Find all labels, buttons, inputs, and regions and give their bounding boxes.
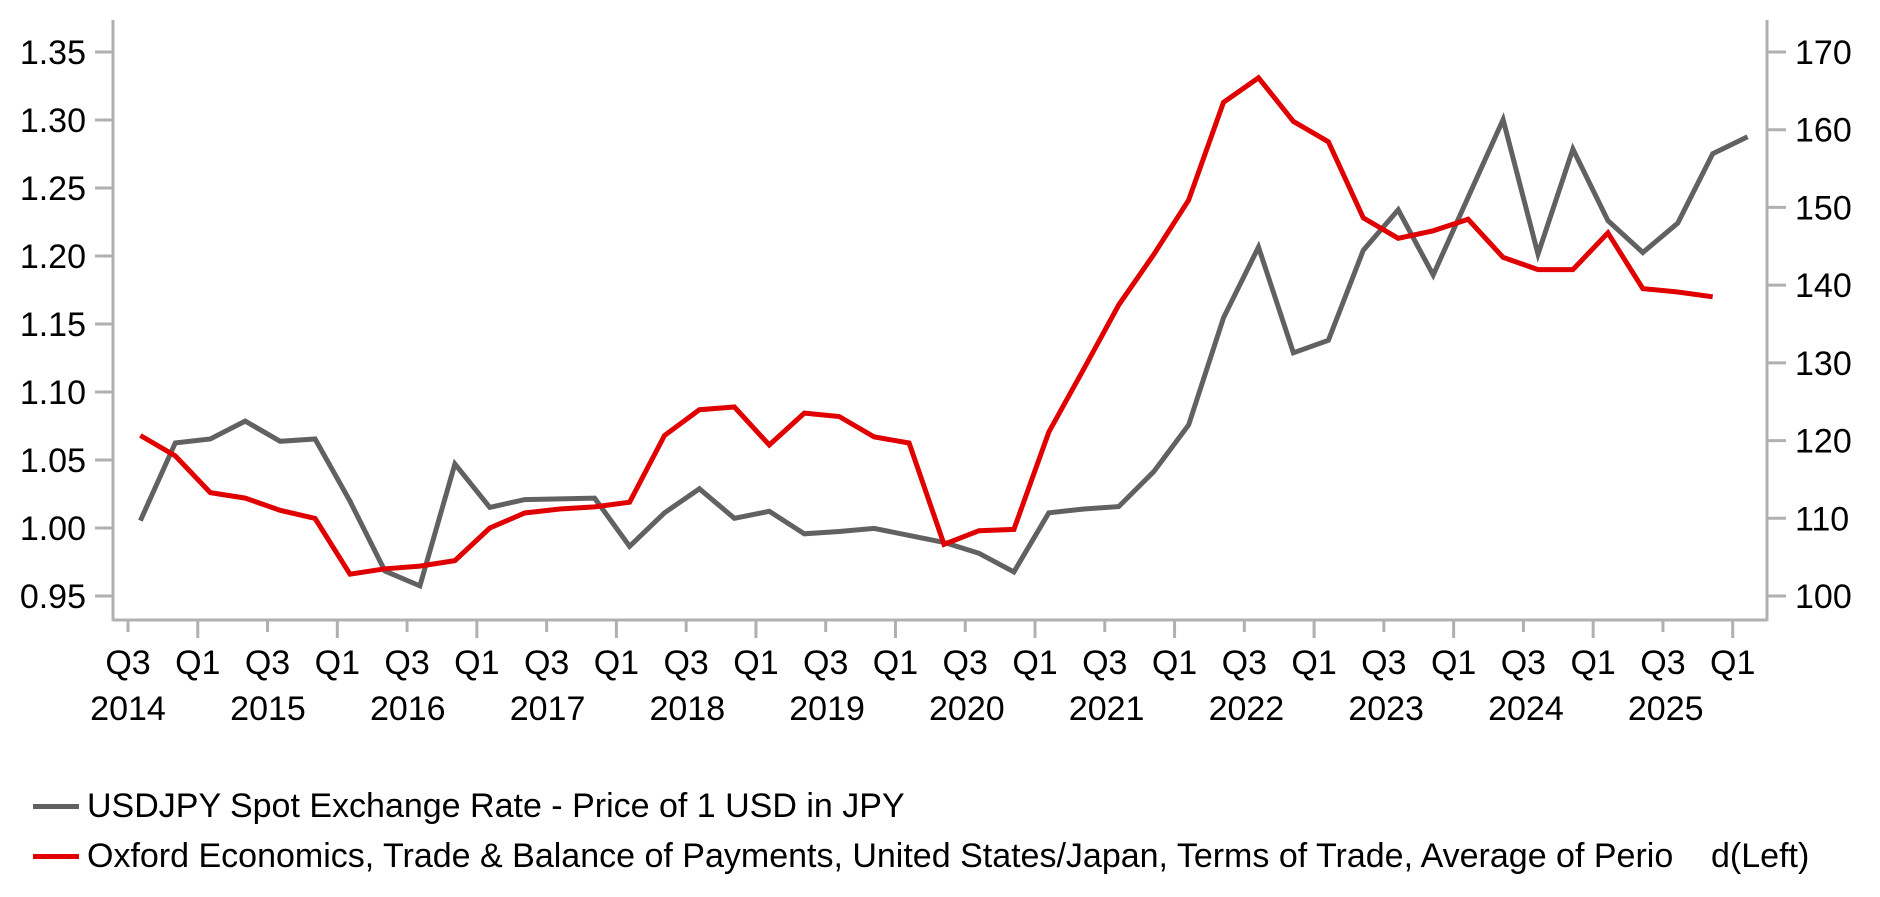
x-axis-quarter-label: Q3 [524,644,569,682]
x-axis-quarter-label: Q1 [175,644,220,682]
x-axis-quarter-label: Q3 [803,644,848,682]
x-axis-quarter-label: Q1 [1152,644,1197,682]
x-axis-year-label: 2022 [1209,690,1285,728]
y-axis-right-tick-label: 160 [1795,112,1852,150]
y-axis-right-tick-label: 100 [1795,578,1852,616]
x-axis-year-label: 2025 [1628,690,1704,728]
y-axis-right-tick-label: 130 [1795,345,1852,383]
y-axis-left-tick-label: 1.30 [20,102,86,140]
x-axis-year-label: 2024 [1488,690,1564,728]
x-axis-year-label: 2016 [370,690,446,728]
x-axis-quarter-label: Q3 [105,644,150,682]
y-axis-left-tick-label: 1.15 [20,306,86,344]
y-axis-right-tick-label: 120 [1795,423,1852,461]
plot-svg: 1.35 1.30 1.25 1.20 1.15 1.10 1.05 1.00 0.95 170 1… [20,20,1852,728]
x-axis-quarter-label: Q1 [1710,644,1755,682]
x-axis-quarter-label: Q3 [1640,644,1685,682]
x-axis-quarter-label: Q1 [454,644,499,682]
x-axis-year-label: 2021 [1069,690,1145,728]
x-axis-quarter-label: Q3 [943,644,988,682]
x-axis-quarter-label: Q1 [315,644,360,682]
y-axis-right-tick-label: 170 [1795,34,1852,72]
legend-label-terms-of-trade: Oxford Economics, Trade & Balance of Pay… [87,836,1810,875]
x-axis-quarter-label: Q1 [1291,644,1336,682]
x-axis-quarter-label: Q3 [245,644,290,682]
x-axis-year-label: 2017 [510,690,586,728]
y-axis-right-tick-label: 150 [1795,189,1852,227]
x-axis-quarter-label: Q3 [1222,644,1267,682]
usdjpy-line-swatch [33,803,79,809]
x-axis-quarter-label: Q3 [1361,644,1406,682]
y-axis-right-tick-label: 140 [1795,267,1852,305]
terms-of-trade-line [139,74,1714,577]
x-axis-quarter-label: Q1 [594,644,639,682]
legend-item-usdjpy: USDJPY Spot Exchange Rate - Price of 1 U… [33,786,905,826]
x-axis-quarter-label: Q1 [1431,644,1476,682]
x-axis-year-label: 2020 [929,690,1005,728]
x-axis-year-label: 2015 [230,690,306,728]
x-axis-quarter-label: Q3 [663,644,708,682]
x-axis-quarter-label: Q3 [1082,644,1127,682]
x-axis-quarter-label: Q3 [1501,644,1546,682]
y-axis-left-tick-label: 1.10 [20,374,86,412]
terms-of-trade-line-swatch [33,853,79,859]
x-axis-year-label: 2014 [90,690,166,728]
x-axis-quarter-label: Q1 [873,644,918,682]
y-axis-left-tick-label: 1.35 [20,34,86,72]
x-axis-quarter-label: Q1 [1570,644,1615,682]
x-axis-quarter-label: Q3 [384,644,429,682]
y-axis-left-tick-label: 0.95 [20,578,86,616]
usdjpy-line [138,112,1749,590]
y-axis-right-tick-label: 110 [1795,500,1849,538]
y-axis-left-tick-label: 1.20 [20,238,86,276]
y-axis-left-tick-label: 1.25 [20,170,86,208]
x-axis-quarter-label: Q1 [1012,644,1057,682]
x-axis-quarter-label: Q1 [733,644,778,682]
x-axis-year-label: 2018 [649,690,725,728]
legend-label-usdjpy: USDJPY Spot Exchange Rate - Price of 1 U… [87,786,905,825]
x-axis-year-label: 2019 [789,690,865,728]
y-axis-left-tick-label: 1.05 [20,442,86,480]
x-axis-year-label: 2023 [1348,690,1424,728]
legend-item-terms-of-trade: Oxford Economics, Trade & Balance of Pay… [33,836,1809,876]
y-axis-left-tick-label: 1.00 [20,510,86,548]
